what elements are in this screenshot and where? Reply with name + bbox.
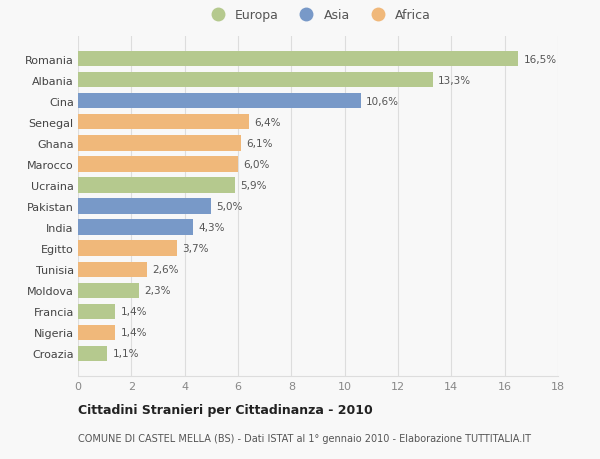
Bar [78,115,248,130]
Text: Cittadini Stranieri per Cittadinanza - 2010: Cittadini Stranieri per Cittadinanza - 2… [78,403,373,416]
Text: 4,3%: 4,3% [198,223,224,233]
Text: 5,9%: 5,9% [241,180,267,190]
Text: 16,5%: 16,5% [523,55,556,65]
Bar [78,94,361,109]
Text: 2,3%: 2,3% [145,285,171,296]
Legend: Europa, Asia, Africa: Europa, Asia, Africa [205,9,431,22]
Text: 6,4%: 6,4% [254,118,281,128]
Text: 3,7%: 3,7% [182,244,209,253]
Text: 10,6%: 10,6% [366,97,399,106]
Text: 5,0%: 5,0% [217,202,243,212]
Text: 13,3%: 13,3% [438,76,471,86]
Bar [78,241,176,256]
Bar [78,199,211,214]
Text: 2,6%: 2,6% [152,264,179,274]
Text: 1,4%: 1,4% [121,327,147,337]
Bar [78,262,148,277]
Bar [78,346,107,361]
Bar [78,220,193,235]
Bar [78,52,518,67]
Bar [78,157,238,172]
Text: 6,1%: 6,1% [246,139,272,149]
Bar [78,325,115,340]
Text: 1,1%: 1,1% [113,348,139,358]
Text: 6,0%: 6,0% [244,160,270,169]
Bar [78,283,139,298]
Bar [78,136,241,151]
Bar [78,178,235,193]
Bar [78,304,115,319]
Text: COMUNE DI CASTEL MELLA (BS) - Dati ISTAT al 1° gennaio 2010 - Elaborazione TUTTI: COMUNE DI CASTEL MELLA (BS) - Dati ISTAT… [78,433,531,442]
Bar [78,73,433,88]
Text: 1,4%: 1,4% [121,307,147,316]
